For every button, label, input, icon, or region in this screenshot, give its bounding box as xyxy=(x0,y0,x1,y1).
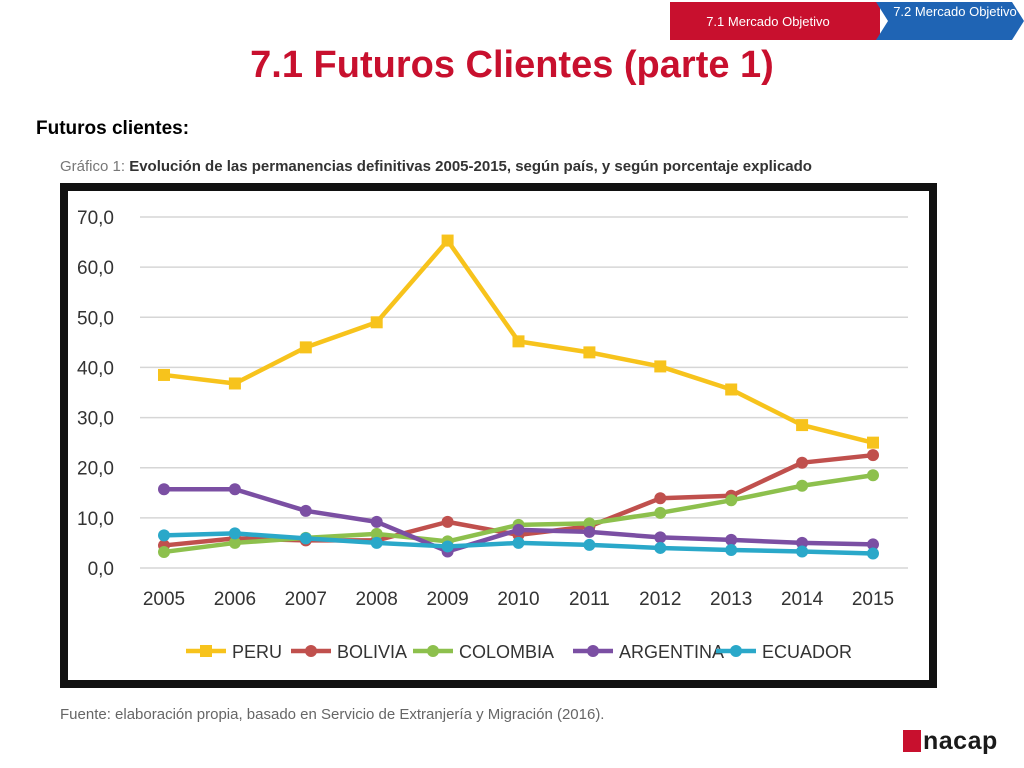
data-point-peru xyxy=(228,377,241,390)
x-tick-label: 2015 xyxy=(852,589,894,610)
data-point-ecuador xyxy=(299,532,312,545)
data-point-ecuador xyxy=(725,543,738,556)
data-point-argentina xyxy=(299,504,312,517)
x-tick-label: 2010 xyxy=(497,589,539,610)
data-point-argentina xyxy=(796,536,809,549)
nav-tab-mercado-objetivo-2[interactable]: 7.2 Mercado Objetivo xyxy=(876,2,1024,40)
y-tick-label: 40,0 xyxy=(77,358,114,379)
nav-arrow-shape xyxy=(876,2,1024,40)
data-point-peru xyxy=(867,436,879,449)
data-point-bolivia xyxy=(796,456,809,469)
y-tick-label: 0,0 xyxy=(88,559,114,580)
chart-source: Fuente: elaboración propia, basado en Se… xyxy=(60,706,605,723)
legend-marker-ecuador xyxy=(730,645,742,657)
x-tick-label: 2005 xyxy=(143,589,185,610)
section-subtitle: Futuros clientes: xyxy=(36,118,190,139)
inacap-logo: nacap xyxy=(903,726,998,756)
data-point-colombia xyxy=(228,536,241,549)
data-point-bolivia xyxy=(441,515,454,528)
data-point-peru xyxy=(725,383,738,396)
legend-label-argentina: ARGENTINA xyxy=(619,642,724,662)
x-tick-label: 2011 xyxy=(569,589,610,610)
data-point-ecuador xyxy=(867,547,879,560)
data-point-argentina xyxy=(158,483,170,496)
data-point-peru xyxy=(512,335,525,348)
legend-marker-peru xyxy=(200,645,212,657)
data-point-peru xyxy=(158,368,170,381)
data-point-peru xyxy=(441,234,454,247)
chart-caption-text: Evolución de las permanencias definitiva… xyxy=(129,158,812,175)
x-tick-label: 2007 xyxy=(285,589,327,610)
data-point-peru xyxy=(583,346,596,359)
x-tick-label: 2014 xyxy=(781,589,824,610)
legend-label-ecuador: ECUADOR xyxy=(762,642,852,662)
data-point-argentina xyxy=(370,515,383,528)
x-tick-label: 2012 xyxy=(639,589,681,610)
data-point-argentina xyxy=(512,523,525,536)
data-point-ecuador xyxy=(228,527,241,540)
data-point-colombia xyxy=(583,517,596,530)
data-point-ecuador xyxy=(654,541,667,554)
data-point-argentina xyxy=(654,531,667,544)
line-chart: 0,0 10,0 20,0 30,0 40,0 50,0 60,0 70,0 2005 2006 2… xyxy=(77,208,908,662)
logo-text: nacap xyxy=(923,726,998,755)
y-tick-label: 10,0 xyxy=(77,509,114,530)
y-tick-label: 70,0 xyxy=(77,208,114,229)
y-tick-label: 20,0 xyxy=(77,459,114,480)
x-tick-label: 2006 xyxy=(214,589,256,610)
chart-caption-label: Gráfico 1: xyxy=(60,158,126,175)
data-point-ecuador xyxy=(370,536,383,549)
data-point-colombia xyxy=(654,506,667,519)
data-point-argentina xyxy=(228,483,241,496)
data-point-bolivia xyxy=(867,449,879,462)
nav-tab-label: 7.2 Mercado Objetivo xyxy=(893,4,1017,19)
legend-marker-bolivia xyxy=(305,645,317,657)
chart-area: 0,0 10,0 20,0 30,0 40,0 50,0 60,0 70,0 2005 2006 2… xyxy=(68,191,929,680)
x-tick-label: 2009 xyxy=(426,589,468,610)
x-tick-label: 2008 xyxy=(356,589,398,610)
data-point-colombia xyxy=(370,527,383,540)
y-tick-label: 60,0 xyxy=(77,258,114,279)
chart-frame: 0,0 10,0 20,0 30,0 40,0 50,0 60,0 70,0 2005 2006 2… xyxy=(60,183,937,688)
nav-tab-label: 7.1 Mercado Objetivo xyxy=(706,13,830,29)
data-point-ecuador xyxy=(441,540,454,553)
data-point-argentina xyxy=(867,538,879,551)
legend-label-colombia: COLOMBIA xyxy=(459,642,554,662)
data-point-ecuador xyxy=(512,536,525,549)
legend-label-bolivia: BOLIVIA xyxy=(337,642,407,662)
data-point-peru xyxy=(370,316,383,329)
nav-tab-mercado-objetivo-1[interactable]: 7.1 Mercado Objetivo xyxy=(670,2,880,40)
legend-label-peru: PERU xyxy=(232,642,282,662)
data-point-argentina xyxy=(725,533,738,546)
page-title: 7.1 Futuros Clientes (parte 1) xyxy=(250,44,774,86)
chart-caption: Gráfico 1: Evolución de las permanencias… xyxy=(60,158,812,175)
data-point-colombia xyxy=(867,469,879,482)
x-tick-label: 2013 xyxy=(710,589,752,610)
data-point-colombia xyxy=(158,545,170,558)
data-point-peru xyxy=(654,360,667,373)
data-point-ecuador xyxy=(158,529,170,542)
legend-marker-colombia xyxy=(427,645,439,657)
data-point-ecuador xyxy=(796,545,809,558)
y-tick-label: 30,0 xyxy=(77,409,114,430)
data-point-argentina xyxy=(583,525,596,538)
data-point-bolivia xyxy=(654,492,667,505)
data-point-peru xyxy=(796,419,809,432)
y-tick-label: 50,0 xyxy=(77,308,114,329)
data-point-ecuador xyxy=(583,538,596,551)
data-point-peru xyxy=(299,341,312,354)
legend-marker-argentina xyxy=(587,645,599,657)
data-point-colombia xyxy=(725,494,738,507)
logo-mark-icon xyxy=(903,730,921,752)
data-point-colombia xyxy=(796,479,809,492)
